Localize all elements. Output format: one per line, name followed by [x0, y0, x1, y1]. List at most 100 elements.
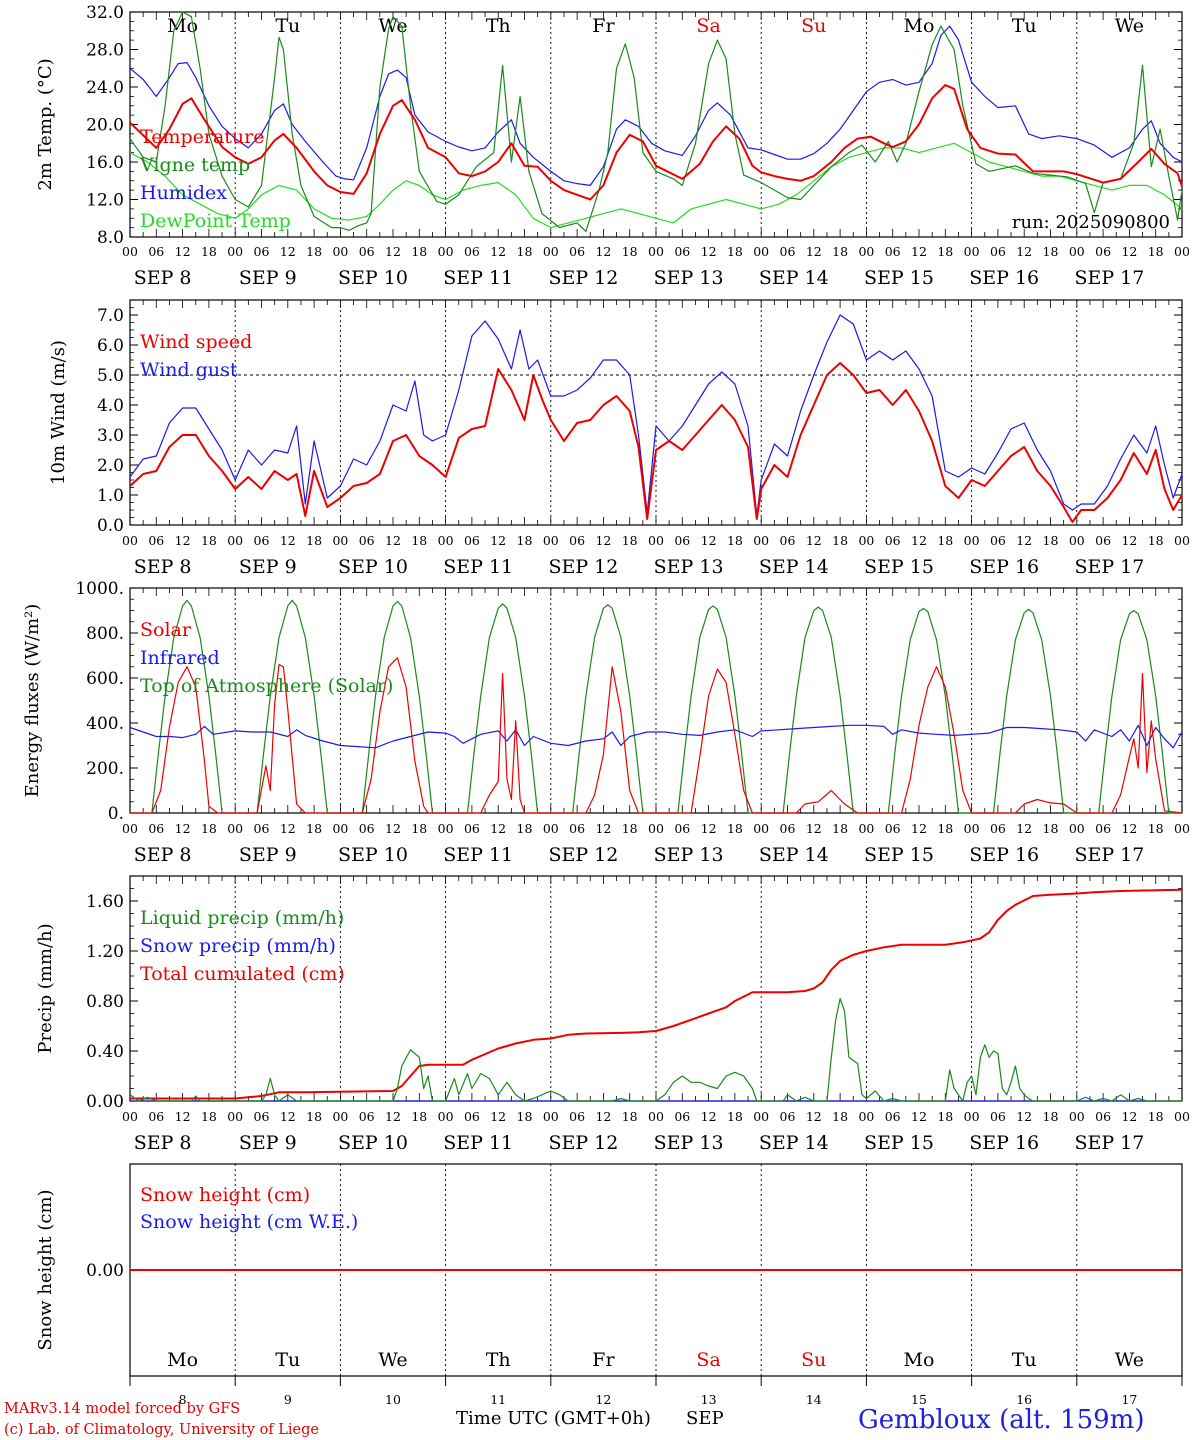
date-label: SEP 8	[134, 1132, 192, 1154]
hour-label: 12	[175, 244, 191, 259]
day-number-label: 13	[701, 1392, 717, 1407]
hour-label: 18	[1043, 533, 1059, 548]
series-line-total-cumulated-cm-	[130, 888, 1183, 1100]
y-tick-label: 24.0	[86, 78, 124, 98]
hour-label: 06	[148, 1109, 164, 1124]
hour-label: 12	[1016, 244, 1032, 259]
hour-label: 06	[148, 821, 164, 836]
hour-label: 06	[359, 821, 375, 836]
day-abbr-label: Tu	[275, 1349, 300, 1371]
hour-label: 12	[1016, 1109, 1032, 1124]
hour-label: 18	[1043, 1109, 1059, 1124]
y-tick-label: 28.0	[86, 41, 124, 61]
hour-label: 00	[122, 533, 138, 548]
hour-label: 06	[148, 244, 164, 259]
date-label: SEP 9	[239, 556, 297, 578]
hour-label: 12	[595, 821, 611, 836]
y-tick-label: 16.0	[86, 153, 124, 173]
legend-entry: DewPoint Temp	[140, 210, 291, 232]
series-line-wind-speed	[129, 362, 1183, 523]
hour-label: 06	[674, 244, 690, 259]
hour-label: 00	[543, 533, 559, 548]
y-tick-label: 2.0	[97, 456, 124, 476]
y-tick-label: 600.	[86, 669, 124, 689]
day-abbr-label: Mo	[904, 1349, 935, 1371]
hour-label: 18	[517, 821, 533, 836]
hour-label: 12	[595, 244, 611, 259]
y-tick-label: 0.00	[86, 1092, 124, 1112]
y-tick-label: 1000.	[75, 579, 124, 599]
date-label: SEP 11	[443, 556, 513, 578]
hour-label: 00	[964, 821, 980, 836]
hour-label: 18	[937, 533, 953, 548]
lab-credit: (c) Lab. of Climatology, University of L…	[4, 1422, 319, 1438]
day-number-label: 12	[595, 1392, 611, 1407]
date-label: SEP 15	[864, 267, 934, 289]
hour-label: 00	[753, 244, 769, 259]
hour-label: 12	[175, 1109, 191, 1124]
legend-entry: Wind speed	[140, 331, 252, 353]
hour-label: 00	[964, 1109, 980, 1124]
hour-label: 18	[306, 244, 322, 259]
hour-label: 00	[858, 533, 874, 548]
hour-label: 00	[1069, 1109, 1085, 1124]
hour-label: 00	[122, 821, 138, 836]
legend-entry: Snow precip (mm/h)	[140, 935, 336, 957]
date-label: SEP 9	[239, 267, 297, 289]
hour-label: 00	[1069, 821, 1085, 836]
hour-label: 00	[227, 533, 243, 548]
hour-label: 06	[885, 533, 901, 548]
date-label: SEP 12	[548, 1132, 618, 1154]
model-credit: MARv3.14 model forced by GFS	[4, 1401, 240, 1417]
date-label: SEP 11	[443, 1132, 513, 1154]
hour-label: 18	[1148, 244, 1164, 259]
date-label: SEP 10	[338, 556, 408, 578]
hour-label: 06	[885, 244, 901, 259]
hour-label: 00	[964, 244, 980, 259]
hour-label: 12	[490, 533, 506, 548]
hour-label: 06	[464, 821, 480, 836]
day-abbr-label: We	[378, 1349, 407, 1371]
hour-label: 06	[569, 1109, 585, 1124]
hour-label: 18	[1043, 244, 1059, 259]
hour-label: 06	[569, 244, 585, 259]
hour-label: 00	[858, 244, 874, 259]
hour-label: 00	[332, 821, 348, 836]
hour-label: 12	[701, 1109, 717, 1124]
hour-label: 18	[727, 1109, 743, 1124]
date-label: SEP 15	[864, 844, 934, 866]
hour-label: 00	[332, 533, 348, 548]
hour-label: 00	[1069, 533, 1085, 548]
hour-label: 06	[464, 1109, 480, 1124]
hour-label: 12	[806, 821, 822, 836]
y-axis-label: 10m Wind (m/s)	[48, 340, 69, 485]
legend-entry: Total cumulated (cm)	[140, 963, 345, 985]
day-abbr-label: Sa	[696, 1349, 720, 1371]
hour-label: 00	[543, 821, 559, 836]
hour-label: 18	[517, 1109, 533, 1124]
day-abbr-label: Fr	[592, 1349, 615, 1371]
y-tick-label: 0.40	[86, 1042, 124, 1062]
station-name: Gembloux (alt. 159m)	[858, 1405, 1144, 1435]
hour-label: 06	[780, 533, 796, 548]
day-abbr-label: Tu	[1012, 1349, 1037, 1371]
hour-label: 06	[780, 821, 796, 836]
hour-label: 12	[1016, 821, 1032, 836]
hour-label: 00	[648, 821, 664, 836]
y-tick-label: 1.60	[86, 892, 124, 912]
hour-label: 00	[122, 1109, 138, 1124]
hour-label: 18	[411, 244, 427, 259]
hour-label: 12	[1121, 821, 1137, 836]
hour-label: 18	[306, 1109, 322, 1124]
hour-label: 18	[201, 821, 217, 836]
date-label: SEP 12	[548, 556, 618, 578]
hour-label: 12	[280, 821, 296, 836]
hour-label: 18	[937, 244, 953, 259]
hour-label: 12	[1016, 533, 1032, 548]
day-abbr-label: We	[1115, 15, 1144, 37]
day-number-label: 10	[385, 1392, 401, 1407]
hour-label: 00	[858, 821, 874, 836]
hour-label: 00	[1174, 821, 1190, 836]
hour-label: 00	[332, 1109, 348, 1124]
hour-label: 18	[727, 821, 743, 836]
